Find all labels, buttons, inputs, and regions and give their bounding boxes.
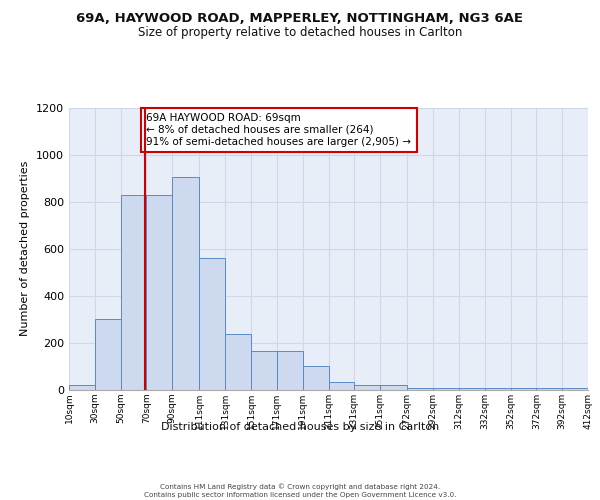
Bar <box>69 386 95 390</box>
Bar <box>95 320 121 390</box>
Text: Distribution of detached houses by size in Carlton: Distribution of detached houses by size … <box>161 422 439 432</box>
Bar <box>459 388 485 390</box>
Bar <box>251 351 277 390</box>
Bar <box>277 351 302 390</box>
Bar <box>146 194 172 390</box>
Y-axis label: Number of detached properties: Number of detached properties <box>20 161 31 336</box>
Bar <box>562 388 588 390</box>
Bar <box>302 366 329 390</box>
Bar <box>121 194 146 390</box>
Text: Contains HM Land Registry data © Crown copyright and database right 2024.
Contai: Contains HM Land Registry data © Crown c… <box>144 484 456 498</box>
Bar <box>225 334 251 390</box>
Text: 69A, HAYWOOD ROAD, MAPPERLEY, NOTTINGHAM, NG3 6AE: 69A, HAYWOOD ROAD, MAPPERLEY, NOTTINGHAM… <box>77 12 523 26</box>
Bar <box>329 382 355 390</box>
Bar <box>433 388 459 390</box>
Bar <box>536 388 562 390</box>
Text: Size of property relative to detached houses in Carlton: Size of property relative to detached ho… <box>138 26 462 39</box>
Bar <box>380 386 407 390</box>
Bar <box>172 177 199 390</box>
Bar <box>485 388 511 390</box>
Bar <box>407 388 433 390</box>
Bar <box>355 386 380 390</box>
Bar <box>511 388 536 390</box>
Bar <box>199 258 225 390</box>
Text: 69A HAYWOOD ROAD: 69sqm
← 8% of detached houses are smaller (264)
91% of semi-de: 69A HAYWOOD ROAD: 69sqm ← 8% of detached… <box>146 114 412 146</box>
